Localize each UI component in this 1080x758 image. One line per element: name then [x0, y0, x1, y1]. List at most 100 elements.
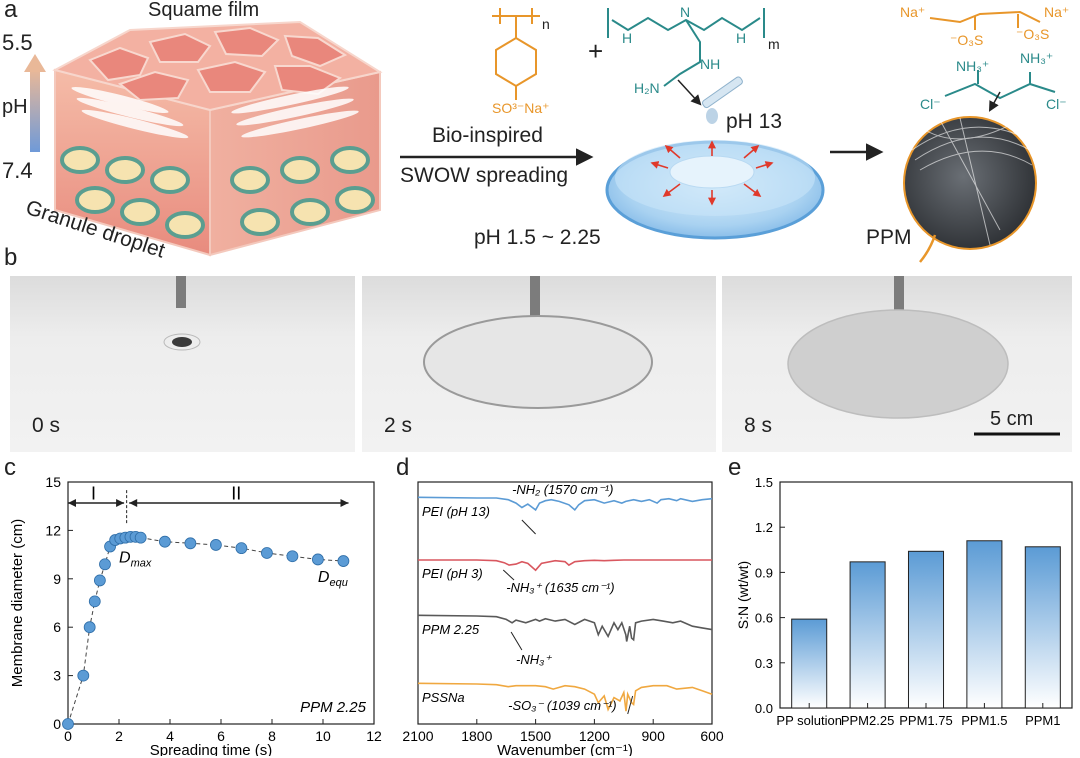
chart-c: 0 2 4 6 8 10 12 0 3 6 9 12 15 Spreading time (s) Membr…	[9, 474, 382, 756]
y-tick-label-1: 0.3	[755, 656, 773, 671]
y-axis-label: Membrane diameter (cm)	[9, 519, 26, 687]
spectrum-2	[417, 614, 713, 642]
spectrum-0	[417, 496, 713, 512]
data-point-20	[337, 555, 350, 567]
product-cl1-label: Cl⁻	[920, 96, 941, 112]
product-nh3a-label: NH₃⁺	[956, 58, 990, 74]
product-o3s1-label: ⁻O₃S	[950, 32, 984, 48]
pss-structure	[492, 8, 540, 100]
annotation-dmax-sub: max	[131, 558, 152, 570]
squame-film-label: Squame film	[148, 0, 260, 21]
product-o3s2-label: ⁻O₃S	[1016, 26, 1050, 42]
photo-8s-drawing	[787, 276, 1060, 436]
pei-nh-label: NH	[700, 56, 721, 72]
x-tick-label-0: 0	[64, 728, 72, 744]
x-tick-label-5: 10	[315, 728, 331, 744]
x-tick-label-3: 6	[217, 728, 225, 744]
x-axis-label: Spreading time (s)	[150, 742, 273, 756]
y-tick-label-4: 1.2	[755, 520, 773, 535]
category-label-4: PPM1	[1025, 713, 1060, 728]
y-tick-label-3: 0.9	[755, 565, 773, 580]
panel-a-illustration	[24, 8, 1056, 263]
pei-m-label: m	[768, 36, 780, 52]
data-point-2	[83, 621, 96, 634]
product-na1-label: Na⁺	[900, 4, 926, 20]
arrow-top-label: Bio-inspired	[432, 124, 543, 147]
x-tick-label-6: 12	[366, 728, 382, 744]
y-tick-label-3: 9	[53, 571, 61, 587]
petri-dish	[605, 76, 825, 240]
photo-0s-time: 0 s	[32, 414, 61, 437]
ph-bottom-label: 7.4	[2, 158, 33, 183]
data-point-3	[88, 595, 101, 608]
product-cl2-label: Cl⁻	[1046, 96, 1067, 112]
x-tick-label-4: 900	[642, 728, 666, 744]
bar-2	[907, 550, 945, 709]
photo-2s-drawing	[423, 276, 653, 409]
spectrum-label-2: PPM 2.25	[422, 622, 480, 637]
annotation-nh3-1: -NH₃⁺ (1635 cm⁻¹)	[506, 580, 614, 595]
panel-letter-b: b	[4, 244, 18, 271]
region-arrowhead-0	[68, 498, 76, 507]
x-tick-label-4: 8	[268, 728, 276, 744]
category-label-2: PPM1.75	[899, 713, 952, 728]
pss-n-label: n	[542, 16, 550, 32]
photo-0s-drawing	[163, 276, 201, 351]
photo-8s-time: 8 s	[744, 414, 773, 437]
y-tick-label-0: 0	[53, 716, 61, 732]
x-tick-label-1: 1800	[461, 728, 492, 744]
data-point-14	[184, 537, 197, 550]
bar-0	[791, 618, 828, 709]
product-structure	[929, 10, 1056, 100]
annotation-nh3-2: -NH₃⁺	[516, 652, 552, 667]
data-point-13	[158, 535, 171, 548]
category-label-3: PPM1.5	[961, 713, 1007, 728]
pei-n-label: N	[680, 4, 691, 20]
x-tick-label-5: 600	[700, 728, 724, 744]
ph-bath-label: pH 1.5 ~ 2.25	[474, 226, 601, 249]
plus-sign: +	[588, 36, 604, 66]
data-point-4	[93, 574, 106, 587]
panel-letter-a: a	[4, 0, 18, 23]
ppm-label: PPM	[866, 226, 912, 249]
data-point-16	[235, 542, 248, 555]
x-tick-label-2: 4	[166, 728, 174, 744]
panel-letter-e: e	[728, 454, 742, 481]
x-tick-label-3: 1200	[579, 728, 610, 744]
panel-letter-d: d	[396, 454, 410, 481]
ph-gradient-arrow	[24, 54, 46, 152]
photo-8s: 8 s 5 cm	[722, 276, 1072, 452]
x-tick-label-1: 2	[115, 728, 123, 744]
chart-c-frame	[67, 481, 375, 725]
category-label-1: PPM2.25	[841, 713, 894, 728]
region-i-label: I	[91, 484, 96, 504]
data-point-12	[134, 531, 147, 544]
photo-2s: 2 s	[362, 276, 716, 452]
region-ii-label: II	[231, 484, 241, 504]
y-tick-label-2: 0.6	[755, 611, 773, 626]
bar-3	[966, 540, 1003, 709]
pss-sulfonate-label: SO³⁻Na⁺	[492, 100, 550, 116]
annotation-nh3-1-arrow	[502, 569, 515, 581]
chart-d-frame	[417, 481, 713, 725]
chart-e: 0.0 0.3 0.6 0.9 1.2 1.5 S:N (wt/wt) PP solution…	[735, 475, 1073, 728]
region-arrowhead-3	[340, 498, 349, 507]
spectrum-label-1: PEI (pH 3)	[422, 566, 483, 581]
ppm-membrane	[903, 91, 1037, 263]
data-point-0	[62, 718, 74, 730]
annotation-so3: -SO₃⁻ (1039 cm⁻¹)	[508, 698, 616, 713]
annotation-nh2: -NH₂ (1570 cm⁻¹)	[512, 482, 613, 497]
y-tick-label-5: 15	[45, 474, 61, 490]
product-nh3b-label: NH₃⁺	[1020, 50, 1054, 66]
arrow-bottom-label: SWOW spreading	[400, 164, 569, 187]
pei-h2-label: H	[736, 30, 747, 46]
product-na2-label: Na⁺	[1044, 4, 1070, 20]
x-tick-label-2: 1500	[520, 728, 551, 744]
photo-2s-time: 2 s	[384, 414, 413, 437]
spectrum-label-0: PEI (pH 13)	[422, 504, 490, 519]
annotation-nh3-2-arrow	[510, 631, 523, 651]
pei-structure	[607, 8, 765, 87]
photo-0s: 0 s	[10, 276, 355, 452]
data-point-18	[286, 550, 299, 563]
spectrum-1	[418, 559, 712, 572]
